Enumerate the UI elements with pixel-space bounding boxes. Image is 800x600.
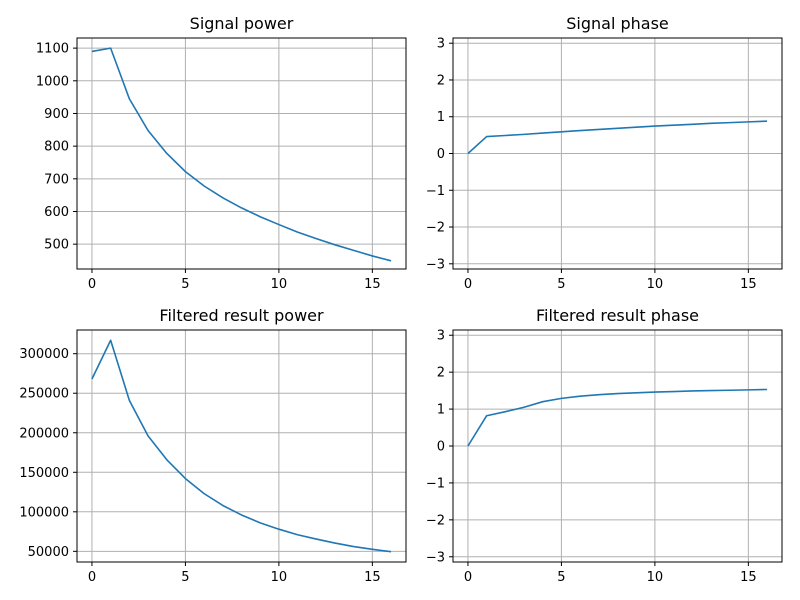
filtered-power-title: Filtered result power: [159, 306, 324, 325]
filtered-power-y-tick-label: 50000: [28, 545, 69, 560]
signal-power-x-tick-label: 5: [181, 277, 189, 292]
filtered-power-x-tick-label: 0: [88, 570, 96, 585]
filtered-power-x-tick-label: 10: [271, 570, 288, 585]
signal-phase-x-tick-label: 15: [740, 277, 757, 292]
filtered-power-y-tick-label: 200000: [19, 426, 69, 441]
filtered-power-x-tick-label: 5: [181, 570, 189, 585]
filtered-phase-series-line: [467, 388, 768, 447]
filtered-power-y-tick-label: 300000: [19, 347, 69, 362]
signal-phase-y-tick-label: 0: [437, 147, 445, 162]
signal-power-y-tick-label: 800: [44, 140, 69, 155]
signal-power-y-tick-label: 700: [44, 172, 69, 187]
signal-power-y-tick-label: 900: [44, 107, 69, 122]
signal-phase-title: Signal phase: [566, 14, 669, 33]
signal-power-x-tick-label: 15: [364, 277, 381, 292]
signal-power-y-tick-label: 1100: [36, 42, 69, 57]
filtered-phase-y-tick-label: 1: [437, 403, 445, 418]
filtered-phase-x-tick-label: 5: [557, 570, 565, 585]
filtered-phase-y-tick-label: 0: [437, 440, 445, 455]
filtered-phase-x-tick-label: 10: [647, 570, 664, 585]
signal-phase-y-tick-label: 1: [437, 110, 445, 125]
signal-power-series-line: [91, 47, 392, 262]
signal-phase-y-tick-label: 2: [437, 73, 445, 88]
signal-phase-panel: Signal phase 0 5 10 15 −3 −2 −1 0 1 2 3: [426, 14, 783, 292]
signal-phase-y-tick-label: 3: [437, 37, 445, 52]
filtered-phase-x-tick-label: 15: [740, 570, 757, 585]
filtered-power-x-tick-label: 15: [364, 570, 381, 585]
filtered-power-y-tick-label: 150000: [19, 466, 69, 481]
filtered-phase-y-tick-label: −3: [426, 550, 445, 565]
signal-power-y-tick-label: 1000: [36, 74, 69, 89]
signal-power-x-tick-label: 0: [88, 277, 96, 292]
signal-power-x-tick-label: 10: [271, 277, 288, 292]
signal-power-y-tick-label: 600: [44, 205, 69, 220]
filtered-phase-y-tick-label: −2: [426, 513, 445, 528]
filtered-power-series-line: [91, 339, 392, 553]
signal-power-panel: Signal power 0 5 10 15 500 600 700 800 900 1000 110…: [36, 14, 407, 292]
filtered-power-panel: Filtered result power 0 5 10 15 50000 100000 15…: [19, 306, 407, 585]
signal-power-y-tick-label: 500: [44, 238, 69, 253]
filtered-phase-x-tick-label: 0: [464, 570, 472, 585]
filtered-phase-panel: Filtered result phase 0 5 10 15 −3 −2 −1 0 1 2 3: [426, 306, 783, 585]
filtered-phase-y-tick-label: −1: [426, 476, 445, 491]
filtered-phase-title: Filtered result phase: [536, 306, 699, 325]
signal-phase-y-tick-label: −1: [426, 184, 445, 199]
filtered-phase-y-tick-label: 3: [437, 329, 445, 344]
signal-phase-series-line: [467, 120, 768, 155]
filtered-phase-y-tick-label: 2: [437, 366, 445, 381]
filtered-power-y-tick-label: 250000: [19, 387, 69, 402]
signal-power-axes-frame: [76, 37, 407, 270]
filtered-power-axes-frame: [76, 329, 407, 563]
signal-phase-y-tick-label: −2: [426, 221, 445, 236]
signal-phase-x-tick-label: 5: [557, 277, 565, 292]
signal-phase-x-tick-label: 10: [647, 277, 664, 292]
signal-power-title: Signal power: [190, 14, 294, 33]
signal-phase-x-tick-label: 0: [464, 277, 472, 292]
filtered-power-y-tick-label: 100000: [19, 505, 69, 520]
signal-phase-y-tick-label: −3: [426, 257, 445, 272]
